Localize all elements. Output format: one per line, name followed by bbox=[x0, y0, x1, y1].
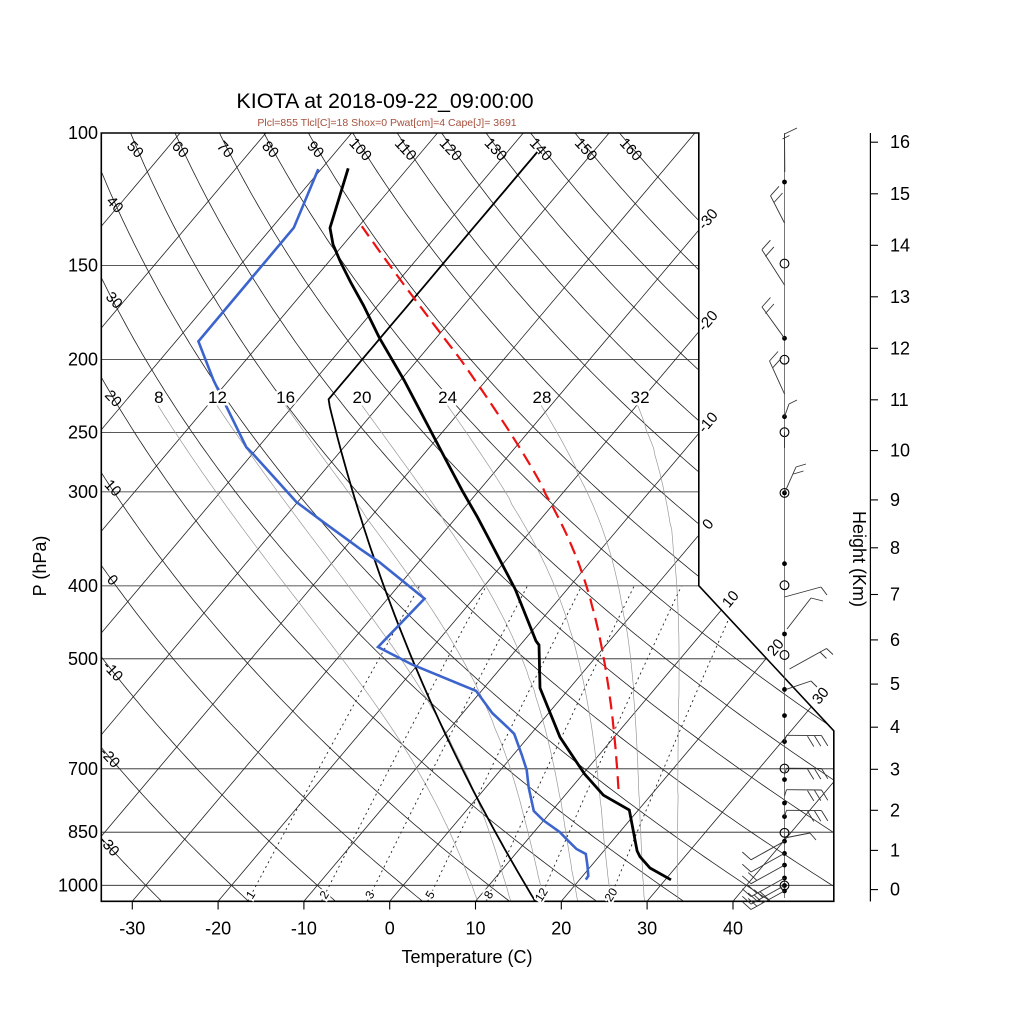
svg-text:14: 14 bbox=[890, 235, 910, 255]
svg-text:28: 28 bbox=[533, 388, 552, 407]
svg-text:20: 20 bbox=[551, 919, 571, 939]
svg-text:1: 1 bbox=[890, 840, 900, 860]
svg-text:10: 10 bbox=[890, 441, 910, 461]
svg-text:9: 9 bbox=[890, 490, 900, 510]
svg-text:200: 200 bbox=[68, 350, 98, 370]
svg-text:Plcl=855 Tlcl[C]=18 Shox=0 Pwa: Plcl=855 Tlcl[C]=18 Shox=0 Pwat[cm]=4 Ca… bbox=[257, 117, 516, 129]
svg-text:13: 13 bbox=[890, 287, 910, 307]
svg-text:1000: 1000 bbox=[58, 875, 98, 895]
svg-text:32: 32 bbox=[631, 388, 650, 407]
svg-text:12: 12 bbox=[890, 338, 910, 358]
svg-text:0: 0 bbox=[890, 880, 900, 900]
svg-text:700: 700 bbox=[68, 759, 98, 779]
svg-text:4: 4 bbox=[890, 717, 900, 737]
svg-text:12: 12 bbox=[208, 388, 227, 407]
svg-text:850: 850 bbox=[68, 822, 98, 842]
svg-text:5: 5 bbox=[890, 674, 900, 694]
svg-text:500: 500 bbox=[68, 649, 98, 669]
svg-text:16: 16 bbox=[276, 388, 295, 407]
svg-text:6: 6 bbox=[890, 630, 900, 650]
svg-text:400: 400 bbox=[68, 576, 98, 596]
svg-text:250: 250 bbox=[68, 422, 98, 442]
svg-text:16: 16 bbox=[890, 132, 910, 152]
svg-text:-20: -20 bbox=[205, 919, 231, 939]
svg-text:-10: -10 bbox=[291, 919, 317, 939]
svg-text:150: 150 bbox=[68, 256, 98, 276]
svg-text:3: 3 bbox=[890, 759, 900, 779]
svg-text:40: 40 bbox=[723, 919, 743, 939]
svg-text:P (hPa): P (hPa) bbox=[30, 536, 50, 597]
svg-text:8: 8 bbox=[890, 538, 900, 558]
svg-text:10: 10 bbox=[465, 919, 485, 939]
svg-text:11: 11 bbox=[890, 390, 909, 410]
svg-text:8: 8 bbox=[154, 388, 163, 407]
svg-text:24: 24 bbox=[438, 388, 457, 407]
svg-text:7: 7 bbox=[890, 585, 900, 605]
svg-text:2: 2 bbox=[890, 800, 900, 820]
svg-text:0: 0 bbox=[385, 919, 395, 939]
svg-text:KIOTA at 2018-09-22_09:00:00: KIOTA at 2018-09-22_09:00:00 bbox=[236, 89, 533, 113]
svg-text:30: 30 bbox=[637, 919, 657, 939]
svg-text:-30: -30 bbox=[119, 919, 145, 939]
svg-text:300: 300 bbox=[68, 482, 98, 502]
svg-text:15: 15 bbox=[890, 184, 910, 204]
svg-text:Temperature (C): Temperature (C) bbox=[401, 947, 532, 967]
svg-text:20: 20 bbox=[353, 388, 372, 407]
svg-text:100: 100 bbox=[68, 123, 98, 143]
svg-text:Height (Km): Height (Km) bbox=[849, 511, 869, 607]
